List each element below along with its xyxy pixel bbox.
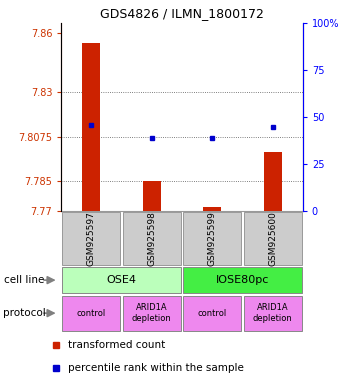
- Bar: [183, 212, 241, 265]
- Bar: [264, 152, 282, 211]
- Bar: [123, 212, 181, 265]
- Bar: [244, 212, 302, 265]
- Bar: [203, 207, 221, 211]
- Text: protocol: protocol: [4, 308, 46, 318]
- Bar: [183, 267, 302, 293]
- Bar: [62, 296, 120, 331]
- Text: control: control: [197, 309, 227, 318]
- Bar: [62, 212, 120, 265]
- Bar: [123, 296, 181, 331]
- Text: GSM925597: GSM925597: [87, 211, 96, 266]
- Text: GSM925598: GSM925598: [147, 211, 156, 266]
- Text: GSM925600: GSM925600: [268, 211, 277, 266]
- Text: IOSE80pc: IOSE80pc: [216, 275, 269, 285]
- Bar: [244, 296, 302, 331]
- Title: GDS4826 / ILMN_1800172: GDS4826 / ILMN_1800172: [100, 7, 264, 20]
- Text: ARID1A
depletion: ARID1A depletion: [253, 303, 293, 323]
- Text: ARID1A
depletion: ARID1A depletion: [132, 303, 172, 323]
- Text: transformed count: transformed count: [68, 339, 166, 350]
- Text: OSE4: OSE4: [107, 275, 136, 285]
- Bar: [82, 43, 100, 211]
- Text: percentile rank within the sample: percentile rank within the sample: [68, 363, 244, 373]
- Text: cell line: cell line: [4, 275, 44, 285]
- Bar: [62, 267, 181, 293]
- Bar: [183, 296, 241, 331]
- Text: GSM925599: GSM925599: [208, 211, 217, 266]
- Text: control: control: [77, 309, 106, 318]
- Bar: [143, 182, 161, 211]
